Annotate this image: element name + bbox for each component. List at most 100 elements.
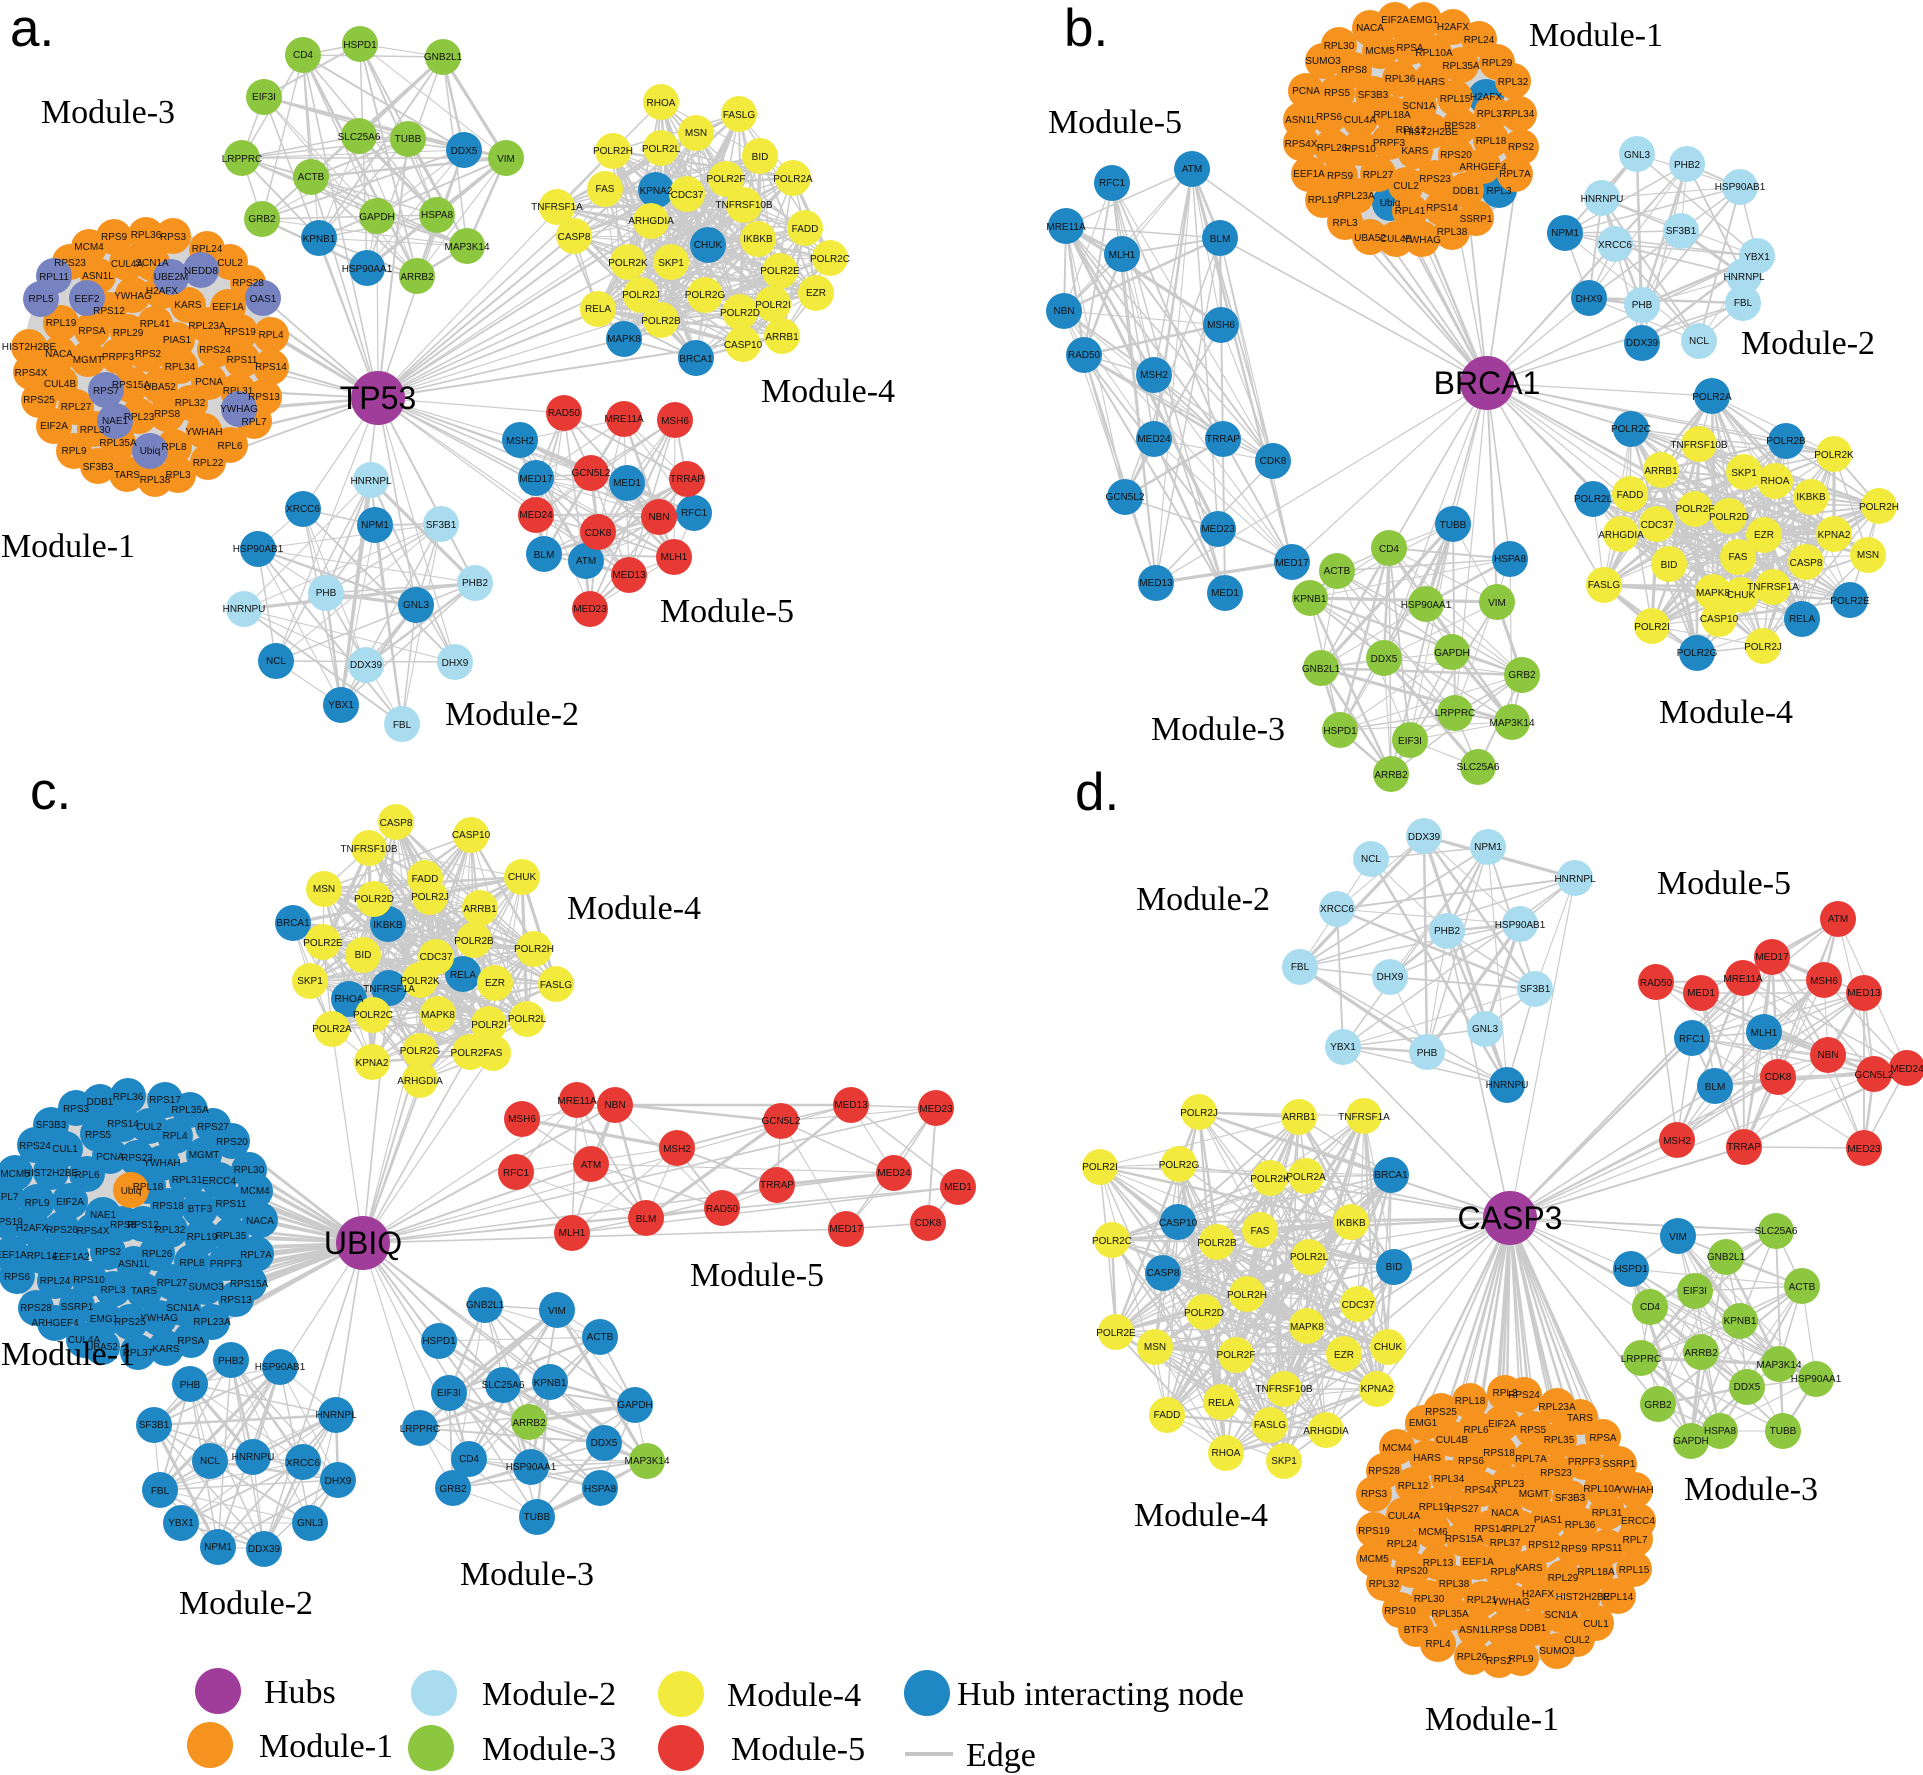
svg-text:EMG1: EMG1 bbox=[1410, 15, 1439, 26]
svg-text:KPNA2: KPNA2 bbox=[1818, 530, 1851, 541]
svg-text:MSH2: MSH2 bbox=[1663, 1136, 1691, 1147]
svg-text:NCL: NCL bbox=[200, 1456, 220, 1467]
svg-text:RPS20: RPS20 bbox=[1440, 150, 1472, 161]
svg-text:PCNA: PCNA bbox=[96, 1152, 124, 1163]
svg-text:GNL3: GNL3 bbox=[1624, 150, 1651, 161]
svg-text:YWHAH: YWHAH bbox=[143, 1158, 180, 1169]
svg-text:RPL12: RPL12 bbox=[1398, 1481, 1429, 1492]
svg-text:CHUK: CHUK bbox=[694, 240, 723, 251]
svg-text:ARHGDIA: ARHGDIA bbox=[1303, 1426, 1349, 1437]
svg-text:RPS4X: RPS4X bbox=[15, 368, 48, 379]
svg-text:HNRNPU: HNRNPU bbox=[1486, 1080, 1529, 1091]
svg-text:RFC1: RFC1 bbox=[681, 508, 708, 519]
svg-text:HIST2H2BE: HIST2H2BE bbox=[2, 342, 57, 353]
svg-text:RPL3: RPL3 bbox=[100, 1285, 125, 1296]
svg-text:NACA: NACA bbox=[45, 349, 73, 360]
svg-text:POLR2G: POLR2G bbox=[685, 290, 726, 301]
svg-text:HSP90AA1: HSP90AA1 bbox=[506, 1462, 557, 1473]
svg-text:MCM4: MCM4 bbox=[74, 242, 104, 253]
svg-text:POLR2I: POLR2I bbox=[1634, 622, 1670, 633]
svg-text:RPL7A: RPL7A bbox=[240, 1250, 272, 1261]
svg-text:RPL3: RPL3 bbox=[165, 470, 190, 481]
svg-text:RPS6: RPS6 bbox=[4, 1272, 31, 1283]
svg-text:RPL26: RPL26 bbox=[1457, 1652, 1488, 1663]
svg-text:MED13: MED13 bbox=[1847, 988, 1881, 999]
svg-text:POLR2L: POLR2L bbox=[508, 1014, 547, 1025]
svg-text:SSRP1: SSRP1 bbox=[1603, 1459, 1636, 1470]
svg-text:POLR2I: POLR2I bbox=[755, 300, 791, 311]
svg-text:RPS6: RPS6 bbox=[1458, 1456, 1485, 1467]
svg-text:MAPK8: MAPK8 bbox=[1290, 1322, 1324, 1333]
svg-text:KPNB1: KPNB1 bbox=[1294, 594, 1327, 605]
svg-text:NACA: NACA bbox=[246, 1216, 274, 1227]
svg-text:RPL19: RPL19 bbox=[1419, 1502, 1450, 1513]
svg-text:RPL32: RPL32 bbox=[155, 1225, 186, 1236]
svg-text:RPS17: RPS17 bbox=[149, 1095, 181, 1106]
svg-text:MED13: MED13 bbox=[612, 570, 646, 581]
svg-text:RPS28: RPS28 bbox=[1444, 121, 1476, 132]
svg-text:TNFRSF1A: TNFRSF1A bbox=[1747, 582, 1799, 593]
svg-text:RPSA: RPSA bbox=[78, 326, 106, 337]
svg-text:RPL14: RPL14 bbox=[27, 1251, 58, 1262]
svg-text:YWHAG: YWHAG bbox=[114, 291, 152, 302]
svg-text:POLR2L: POLR2L bbox=[1290, 1252, 1329, 1263]
svg-text:NBN: NBN bbox=[1817, 1050, 1838, 1061]
svg-text:CUL4A: CUL4A bbox=[1344, 115, 1377, 126]
svg-text:GCN5L2: GCN5L2 bbox=[1855, 1070, 1894, 1081]
svg-text:RELA: RELA bbox=[450, 970, 476, 981]
svg-text:RPL4: RPL4 bbox=[1425, 1639, 1450, 1650]
svg-text:RPS7: RPS7 bbox=[93, 386, 120, 397]
svg-text:RPL7: RPL7 bbox=[0, 1192, 19, 1203]
svg-text:RPL3: RPL3 bbox=[1492, 1388, 1517, 1399]
svg-text:YWHAG: YWHAG bbox=[1403, 235, 1441, 246]
svg-text:YWHAG: YWHAG bbox=[220, 404, 258, 415]
svg-text:MED23: MED23 bbox=[573, 604, 607, 615]
svg-text:HSP90AB1: HSP90AB1 bbox=[1715, 182, 1766, 193]
svg-text:MED13: MED13 bbox=[834, 1100, 868, 1111]
svg-text:NACA: NACA bbox=[1356, 23, 1384, 34]
svg-text:RPS25: RPS25 bbox=[114, 1317, 146, 1328]
svg-text:ASN1L: ASN1L bbox=[82, 271, 114, 282]
svg-text:RPS28: RPS28 bbox=[232, 278, 264, 289]
svg-text:RHOA: RHOA bbox=[1761, 476, 1790, 487]
svg-text:CDK8: CDK8 bbox=[585, 528, 612, 539]
svg-text:BLM: BLM bbox=[636, 1214, 657, 1225]
svg-text:MSH6: MSH6 bbox=[1207, 320, 1235, 331]
svg-text:RPS2: RPS2 bbox=[1508, 142, 1535, 153]
svg-text:RPS4X: RPS4X bbox=[77, 1226, 110, 1237]
svg-text:RPS23: RPS23 bbox=[1540, 1468, 1572, 1479]
svg-text:POLR2L: POLR2L bbox=[1574, 494, 1613, 505]
svg-text:RPL31: RPL31 bbox=[223, 386, 254, 397]
svg-text:RPS5: RPS5 bbox=[85, 1130, 112, 1141]
svg-text:RPS24: RPS24 bbox=[199, 345, 231, 356]
svg-text:EMG1: EMG1 bbox=[1409, 1418, 1438, 1429]
svg-text:Ubiq: Ubiq bbox=[1380, 198, 1401, 209]
svg-text:CUL2: CUL2 bbox=[136, 1122, 162, 1133]
svg-text:BRCA1: BRCA1 bbox=[1374, 1170, 1408, 1181]
svg-text:RPS18: RPS18 bbox=[152, 1201, 184, 1212]
svg-text:POLR2G: POLR2G bbox=[1159, 1160, 1200, 1171]
svg-text:RPL35A: RPL35A bbox=[99, 438, 137, 449]
svg-text:RPS8: RPS8 bbox=[1491, 1625, 1518, 1636]
svg-text:RPL30: RPL30 bbox=[234, 1165, 265, 1176]
svg-text:RPL24: RPL24 bbox=[40, 1276, 71, 1287]
svg-text:FAS: FAS bbox=[596, 184, 615, 195]
svg-text:CASP10: CASP10 bbox=[1159, 1218, 1198, 1229]
svg-text:RPL32: RPL32 bbox=[175, 398, 206, 409]
svg-text:VIM: VIM bbox=[548, 1306, 566, 1317]
svg-text:FAS: FAS bbox=[1729, 552, 1748, 563]
svg-text:CDC37: CDC37 bbox=[671, 190, 704, 201]
svg-text:DHX9: DHX9 bbox=[325, 1476, 352, 1487]
svg-text:NBN: NBN bbox=[648, 512, 669, 523]
svg-text:RPL18: RPL18 bbox=[1476, 136, 1507, 147]
svg-text:FASLG: FASLG bbox=[1254, 1420, 1286, 1431]
svg-text:CUL2: CUL2 bbox=[217, 258, 243, 269]
svg-text:DDX5: DDX5 bbox=[591, 1438, 618, 1449]
svg-text:IKBKB: IKBKB bbox=[1796, 492, 1826, 503]
svg-text:CUL4A: CUL4A bbox=[1388, 1511, 1421, 1522]
svg-text:FASLG: FASLG bbox=[540, 980, 572, 991]
svg-text:RPL6: RPL6 bbox=[1463, 1425, 1488, 1436]
svg-text:MED17: MED17 bbox=[519, 474, 553, 485]
svg-text:MSH2: MSH2 bbox=[1140, 370, 1168, 381]
svg-text:POLR2F: POLR2F bbox=[451, 1048, 490, 1059]
